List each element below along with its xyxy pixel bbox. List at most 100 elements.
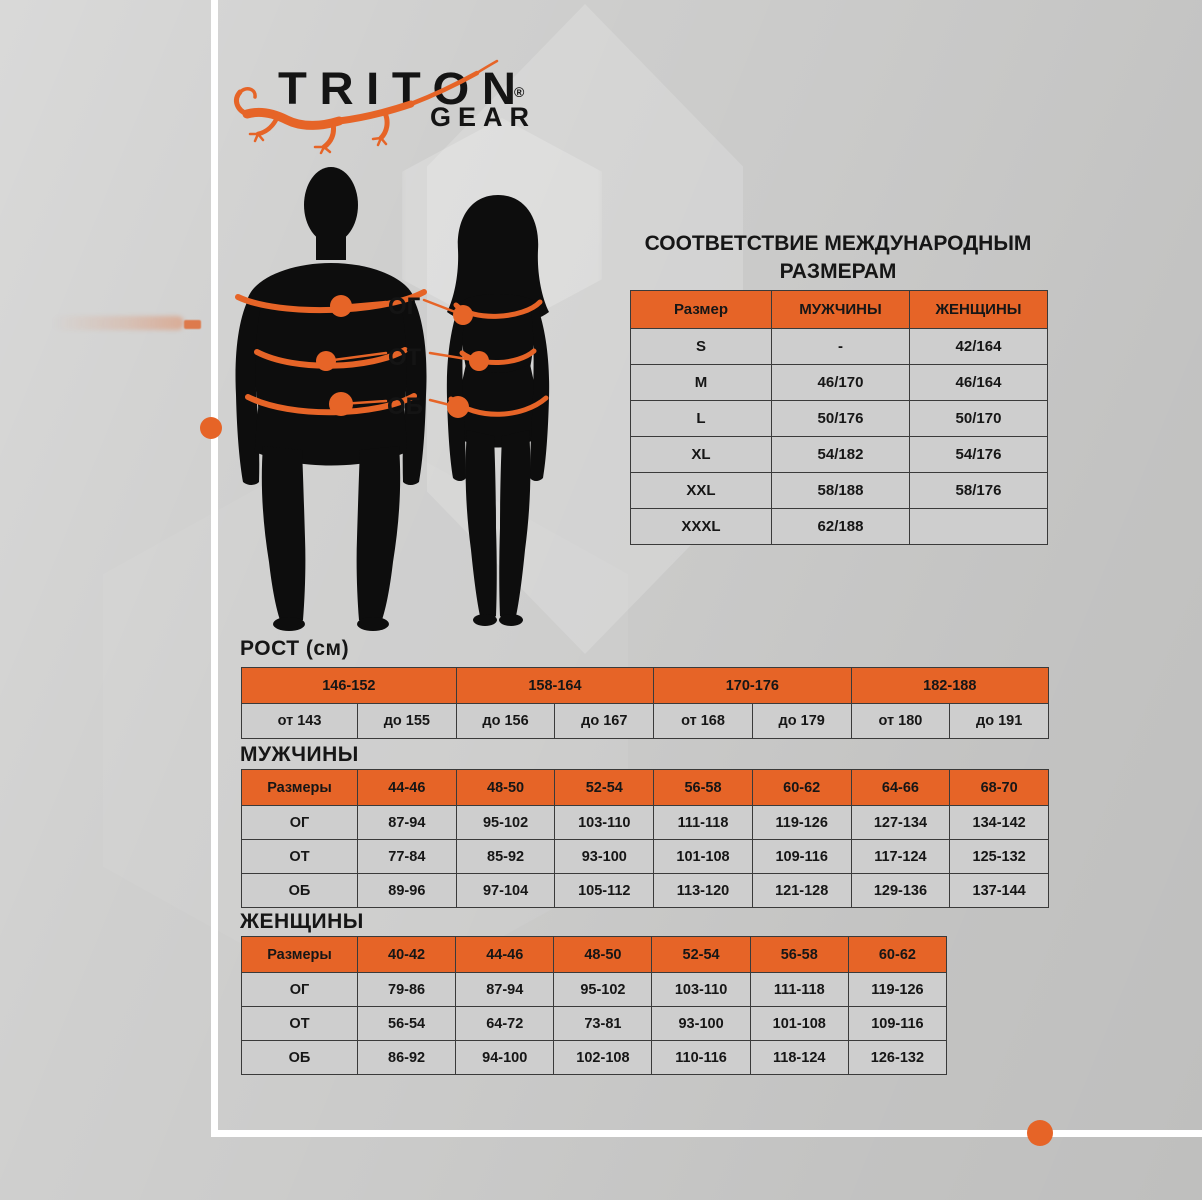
data-cell: 101-108	[750, 1007, 848, 1040]
header-cell: 60-62	[848, 937, 946, 972]
data-cell: 127-134	[851, 806, 950, 839]
data-cell: L	[631, 401, 771, 436]
data-cell: 111-118	[750, 973, 848, 1006]
data-cell: ОГ	[242, 806, 357, 839]
data-cell: 110-116	[652, 1041, 750, 1074]
data-cell: ОБ	[242, 874, 357, 907]
data-cell: 87-94	[456, 973, 554, 1006]
data-cell: 56-54	[358, 1007, 456, 1040]
data-cell: 109-116	[752, 840, 851, 873]
data-cell: 89-96	[358, 874, 456, 907]
frame-vertical-line	[211, 0, 218, 1137]
data-cell: 118-124	[750, 1041, 848, 1074]
data-cell: 119-126	[848, 973, 946, 1006]
data-cell: до 191	[950, 704, 1048, 738]
international-size-table: Размер МУЖЧИНЫ ЖЕНЩИНЫ S -42/164 M 46/170 46/16…	[630, 290, 1048, 545]
data-cell: 54/182	[772, 437, 909, 472]
faded-streak-decoration	[52, 316, 184, 330]
men-section-title: МУЖЧИНЫ	[240, 743, 359, 766]
data-cell: 103-110	[652, 973, 750, 1006]
data-cell: 87-94	[358, 806, 456, 839]
data-cell: 125-132	[950, 840, 1048, 873]
header-cell: 52-54	[555, 770, 654, 805]
data-cell: 102-108	[554, 1041, 652, 1074]
data-cell: 111-118	[654, 806, 752, 839]
header-cell: МУЖЧИНЫ	[772, 291, 909, 328]
header-cell: 56-58	[750, 937, 848, 972]
women-size-table: Размеры 40-42 44-46 48-50 52-54 56-58 60-62 ОГ 7…	[241, 936, 947, 1075]
hip-girth-label: ОБ	[387, 393, 423, 420]
data-cell: 103-110	[555, 806, 654, 839]
title-line-1: СООТВЕТСТВИЕ МЕЖДУНАРОДНЫМ	[644, 232, 1032, 255]
data-cell: до 155	[358, 704, 456, 738]
data-cell: 95-102	[456, 806, 555, 839]
data-cell: 105-112	[555, 874, 654, 907]
header-cell: 60-62	[752, 770, 851, 805]
men-size-table: Размеры 44-46 48-50 52-54 56-58 60-62 64-66 68-…	[241, 769, 1049, 908]
female-silhouette	[446, 195, 550, 626]
data-cell: 134-142	[950, 806, 1048, 839]
women-section-title: ЖЕНЩИНЫ	[240, 910, 364, 933]
size-figures	[235, 167, 550, 631]
data-cell: M	[631, 365, 771, 400]
header-cell: 182-188	[851, 668, 1048, 703]
data-cell: 73-81	[554, 1007, 652, 1040]
data-cell: 119-126	[752, 806, 851, 839]
data-cell	[910, 509, 1047, 544]
title-line-2: РАЗМЕРАМ	[779, 260, 897, 283]
registered-trademark-symbol: ®	[514, 84, 525, 100]
waist-girth-label: ОТ	[388, 344, 422, 371]
header-cell: 158-164	[456, 668, 654, 703]
data-cell: 46/164	[910, 365, 1047, 400]
data-cell: 93-100	[652, 1007, 750, 1040]
header-cell: 170-176	[654, 668, 851, 703]
header-cell: 56-58	[654, 770, 752, 805]
data-cell: 109-116	[848, 1007, 946, 1040]
frame-horizontal-line	[211, 1130, 1202, 1137]
data-cell: 64-72	[456, 1007, 554, 1040]
header-cell: 64-66	[851, 770, 950, 805]
orange-dot-decoration	[200, 417, 222, 439]
data-cell: до 179	[752, 704, 851, 738]
data-cell: -	[772, 329, 909, 364]
header-cell: 40-42	[358, 937, 456, 972]
data-cell: 42/164	[910, 329, 1047, 364]
data-cell: ОТ	[242, 1007, 357, 1040]
data-cell: 97-104	[456, 874, 555, 907]
lizard-logo-icon	[234, 59, 499, 155]
data-cell: 93-100	[555, 840, 654, 873]
data-cell: 94-100	[456, 1041, 554, 1074]
header-cell: 48-50	[554, 937, 652, 972]
data-cell: 101-108	[654, 840, 752, 873]
chest-girth-label: ОГ	[388, 293, 421, 320]
data-cell: 54/176	[910, 437, 1047, 472]
data-cell: 58/188	[772, 473, 909, 508]
data-cell: 46/170	[772, 365, 909, 400]
data-cell: от 180	[851, 704, 950, 738]
header-cell: 44-46	[456, 937, 554, 972]
data-cell: 117-124	[851, 840, 950, 873]
data-cell: 129-136	[851, 874, 950, 907]
faded-streak-dash	[184, 320, 201, 329]
height-section-title: РОСТ (см)	[240, 637, 350, 660]
data-cell: 95-102	[554, 973, 652, 1006]
data-cell: до 156	[456, 704, 555, 738]
data-cell: 137-144	[950, 874, 1048, 907]
data-cell: от 143	[242, 704, 357, 738]
header-cell: Размеры	[242, 937, 357, 972]
data-cell: 113-120	[654, 874, 752, 907]
data-cell: XXXL	[631, 509, 771, 544]
data-cell: 58/176	[910, 473, 1047, 508]
header-cell: 52-54	[652, 937, 750, 972]
header-cell: ЖЕНЩИНЫ	[910, 291, 1047, 328]
data-cell: 85-92	[456, 840, 555, 873]
international-table-title: СООТВЕТСТВИЕ МЕЖДУНАРОДНЫМ РАЗМЕРАМ	[628, 230, 1048, 286]
data-cell: ОГ	[242, 973, 357, 1006]
brand-wordmark-sub: GEAR	[430, 102, 537, 132]
height-table: 146-152 158-164 170-176 182-188 от 143 до 155…	[241, 667, 1049, 739]
data-cell: 86-92	[358, 1041, 456, 1074]
data-cell: 50/176	[772, 401, 909, 436]
data-cell: до 167	[555, 704, 654, 738]
data-cell: ОТ	[242, 840, 357, 873]
